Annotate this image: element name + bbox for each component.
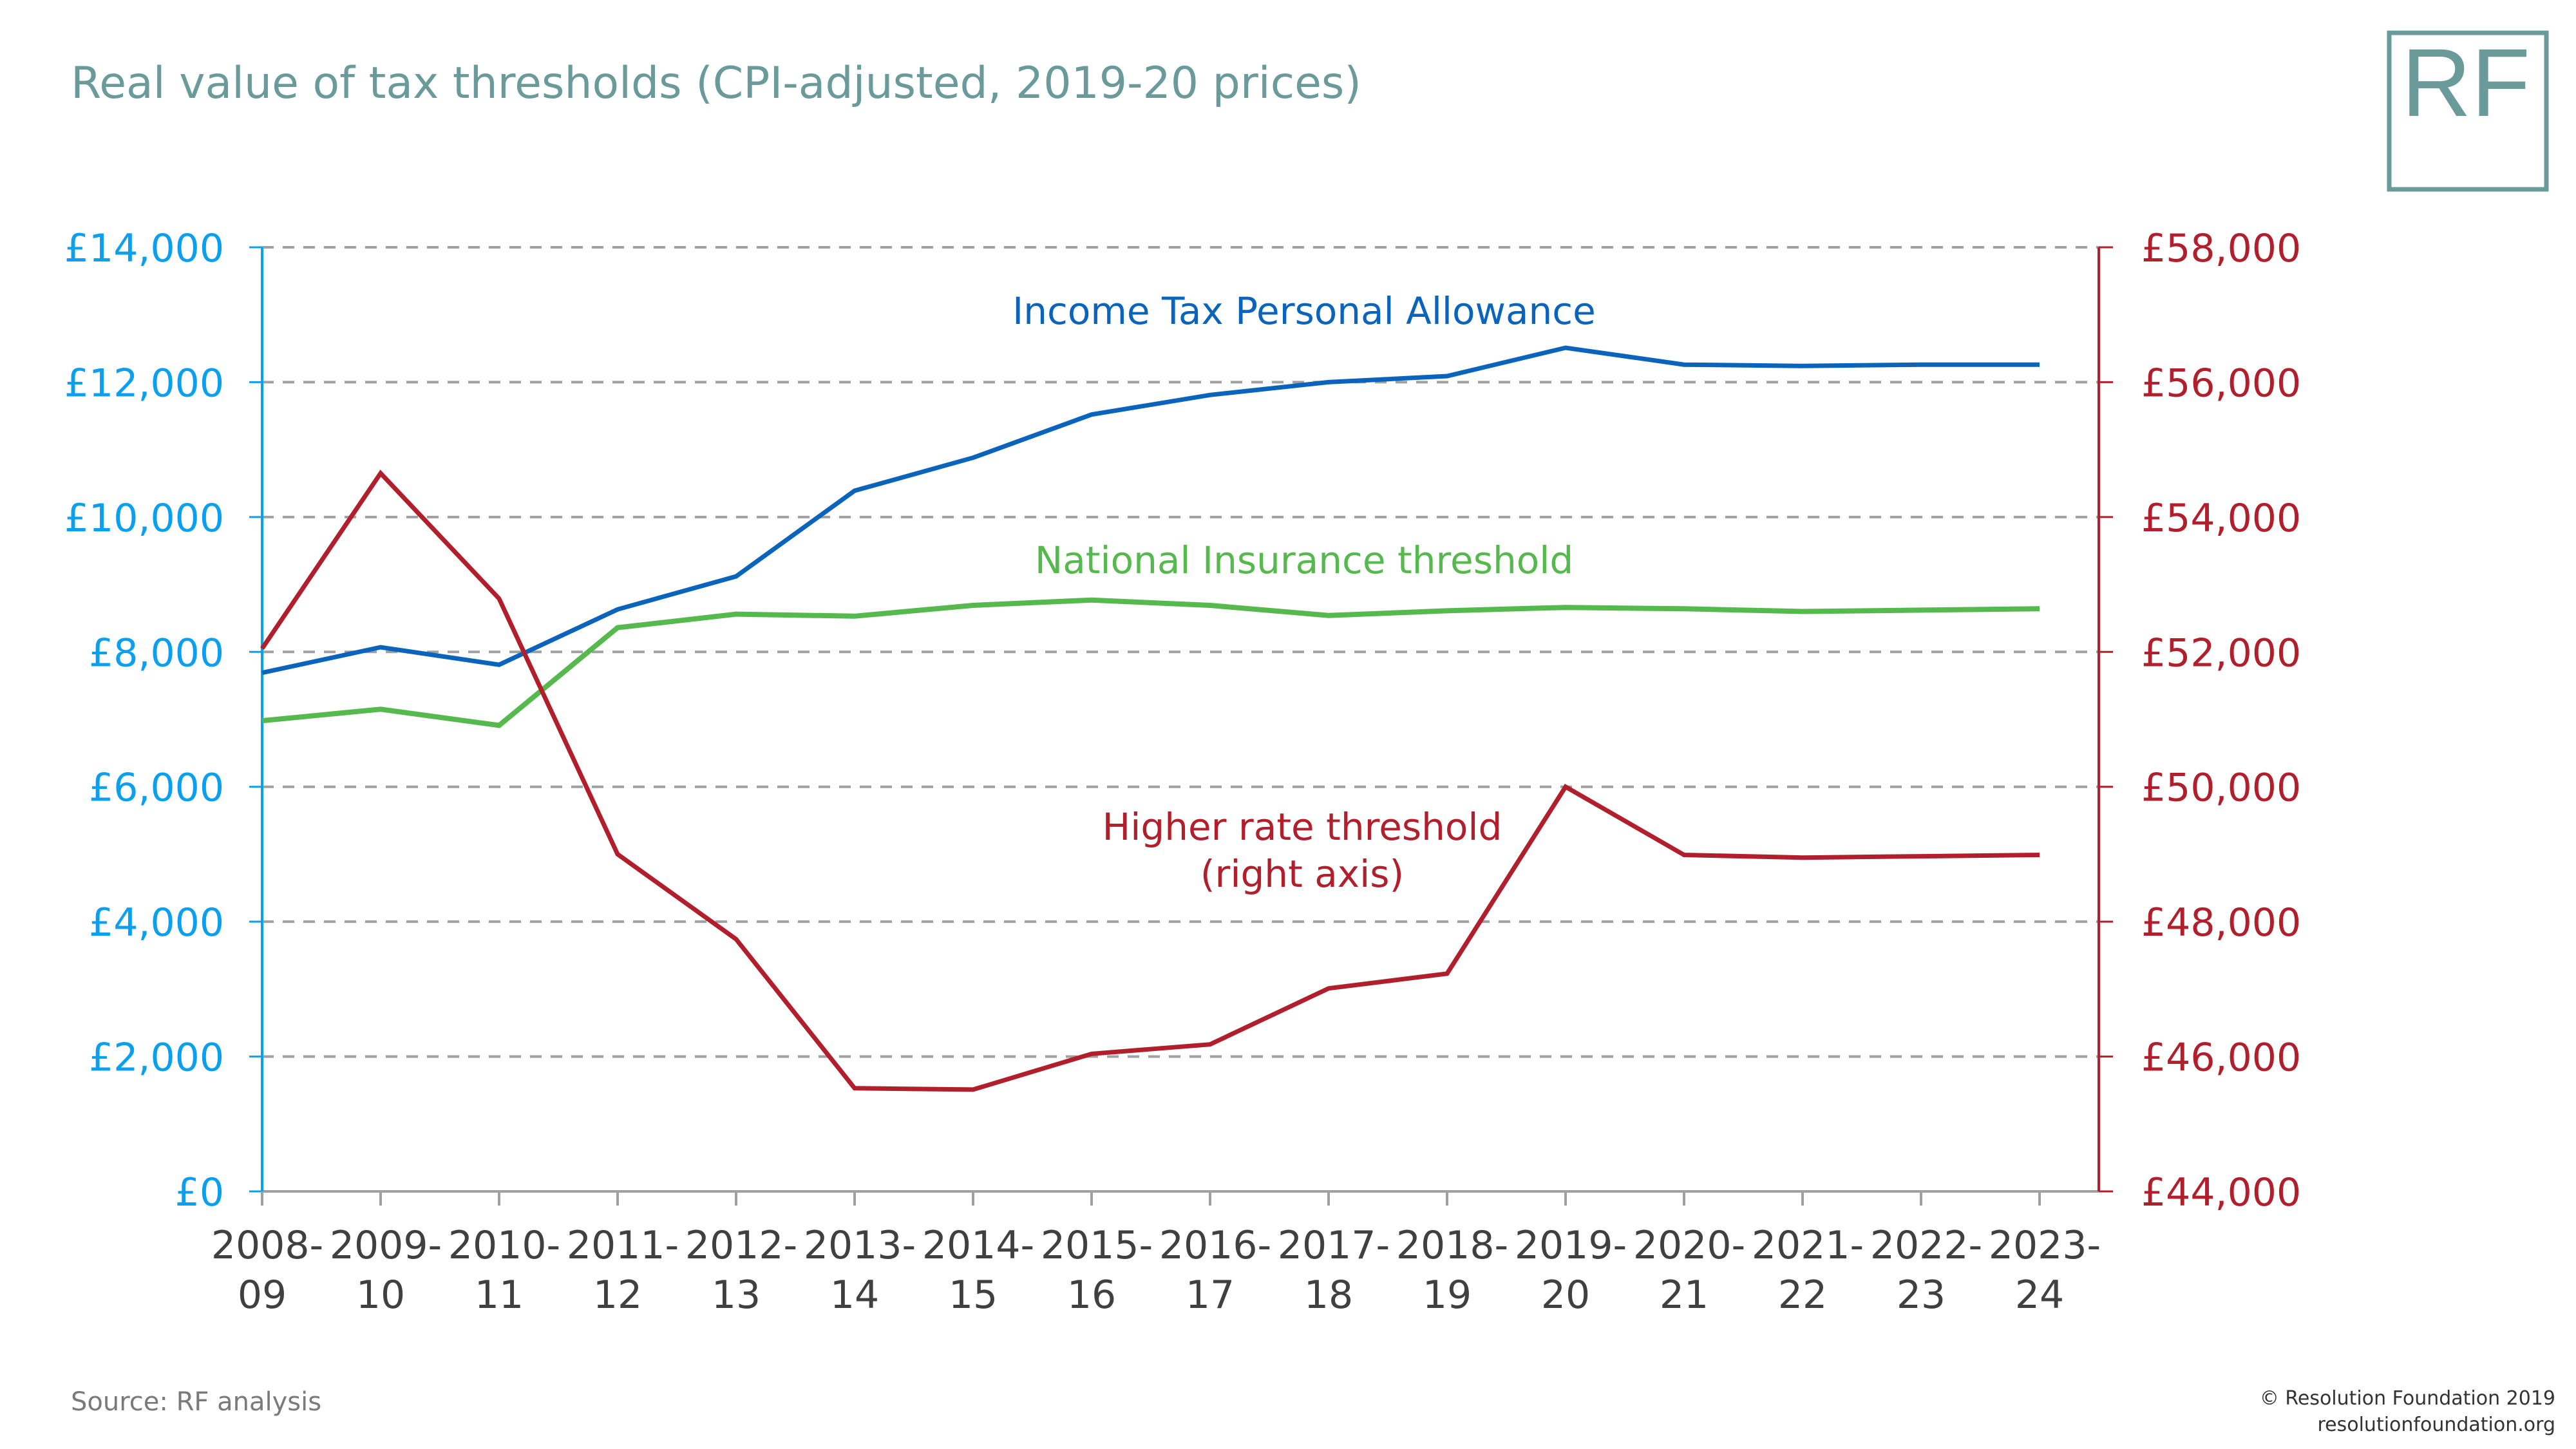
series-label-higher-rate-line1: Higher rate threshold [1103,805,1502,849]
left-axis-tick-label: £6,000 [89,766,224,811]
right-axis-tick-label: £50,000 [2141,766,2301,811]
copyright-notice: © Resolution Foundation 2019 [2260,1387,2555,1410]
left-axis-tick-label: £10,000 [64,496,224,541]
left-axis-tick-labels: £0 £2,000 £4,000 £6,000 £8,000 £10,000 £12,000… [64,226,224,1215]
x-axis-tick-labels: 2008- 09 2009- 10 2010- 11 2011- 12 2012- 13 2013-… [211,1223,2101,1318]
x-axis-tick-label: 2010- [448,1223,560,1268]
left-axis-tick-label: £0 [175,1170,224,1215]
left-axis-tick-label: £12,000 [64,361,224,406]
right-axis-tick-label: £44,000 [2141,1170,2301,1215]
x-axis-tick-label-line2: 14 [830,1273,879,1318]
right-axis-tick-label: £48,000 [2141,900,2301,945]
x-axis-tick-label-line2: 15 [949,1273,998,1318]
x-axis-tick-label-line2: 23 [1897,1273,1946,1318]
right-axis-tick-label: £58,000 [2141,226,2301,271]
chart-title: Real value of tax thresholds (CPI-adjust… [71,58,1361,109]
x-axis-tick-label-line2: 10 [356,1273,405,1318]
left-axis-tick-label: £4,000 [89,900,224,945]
x-axis-tick-label: 2023- [1989,1223,2101,1268]
x-axis-tick-label-line2: 17 [1186,1273,1235,1318]
left-axis-tick-label: £2,000 [89,1036,224,1081]
logo-text: RF [2401,28,2530,137]
right-axis-tick-label: £54,000 [2141,496,2301,541]
logo-frame [2387,30,2549,192]
axes [249,246,2113,1206]
x-axis-tick-label-line2: 20 [1541,1273,1590,1318]
right-axis-tick-label: £56,000 [2141,361,2301,406]
x-axis-tick-label: 2017- [1278,1223,1390,1268]
x-axis-tick-label: 2019- [1515,1223,1627,1268]
x-axis-tick-label: 2014- [922,1223,1034,1268]
left-axis-tick-label: £14,000 [64,226,224,271]
x-axis-tick-label-line2: 13 [712,1273,761,1318]
x-axis-tick-label: 2016- [1159,1223,1271,1268]
x-axis-tick-label-line2: 09 [238,1273,287,1318]
x-axis-tick-label-line2: 16 [1067,1273,1116,1318]
website-link[interactable]: resolutionfoundation.org [2317,1414,2555,1436]
rf-logo: RF [2387,28,2549,192]
x-axis-tick-label: 2011- [567,1223,679,1268]
x-axis-tick-label-line2: 22 [1778,1273,1827,1318]
series-line-national-insurance-threshold [261,597,2040,728]
series-line-higher-rate-threshold-right-axis [260,469,2040,1092]
x-axis-tick-label-line2: 18 [1304,1273,1353,1318]
x-axis-tick-label-line2: 21 [1660,1273,1709,1318]
x-axis-tick-label: 2013- [804,1223,916,1268]
right-axis-tick-label: £46,000 [2141,1036,2301,1081]
series-lines [260,345,2040,1092]
series-label-national-insurance: National Insurance threshold [1035,538,1573,582]
gridlines [262,246,2099,1058]
x-axis-tick-label-line2: 24 [2015,1273,2064,1318]
x-axis-tick-label-line2: 12 [593,1273,642,1318]
x-axis-tick-label: 2020- [1633,1223,1745,1268]
source-note: Source: RF analysis [71,1387,321,1417]
x-axis-tick-label: 2018- [1396,1223,1508,1268]
x-axis-tick-label: 2009- [330,1223,442,1268]
series-label-personal-allowance: Income Tax Personal Allowance [1012,289,1596,333]
right-axis-tick-label: £52,000 [2141,630,2301,676]
left-axis-tick-label: £8,000 [89,630,224,676]
x-axis-tick-label-line2: 19 [1423,1273,1472,1318]
x-axis-tick-label: 2022- [1870,1223,1982,1268]
x-axis-tick-label: 2021- [1752,1223,1864,1268]
x-axis-tick-label: 2015- [1041,1223,1153,1268]
series-line-income-tax-personal-allowance [261,345,2040,676]
x-axis-tick-label: 2008- [211,1223,323,1268]
x-axis-tick-label: 2012- [685,1223,797,1268]
x-axis-tick-label-line2: 11 [475,1273,524,1318]
series-label-higher-rate-line2: (right axis) [1200,852,1404,896]
right-axis-tick-labels: £44,000 £46,000 £48,000 £50,000 £52,000 £54,0… [2141,226,2301,1215]
